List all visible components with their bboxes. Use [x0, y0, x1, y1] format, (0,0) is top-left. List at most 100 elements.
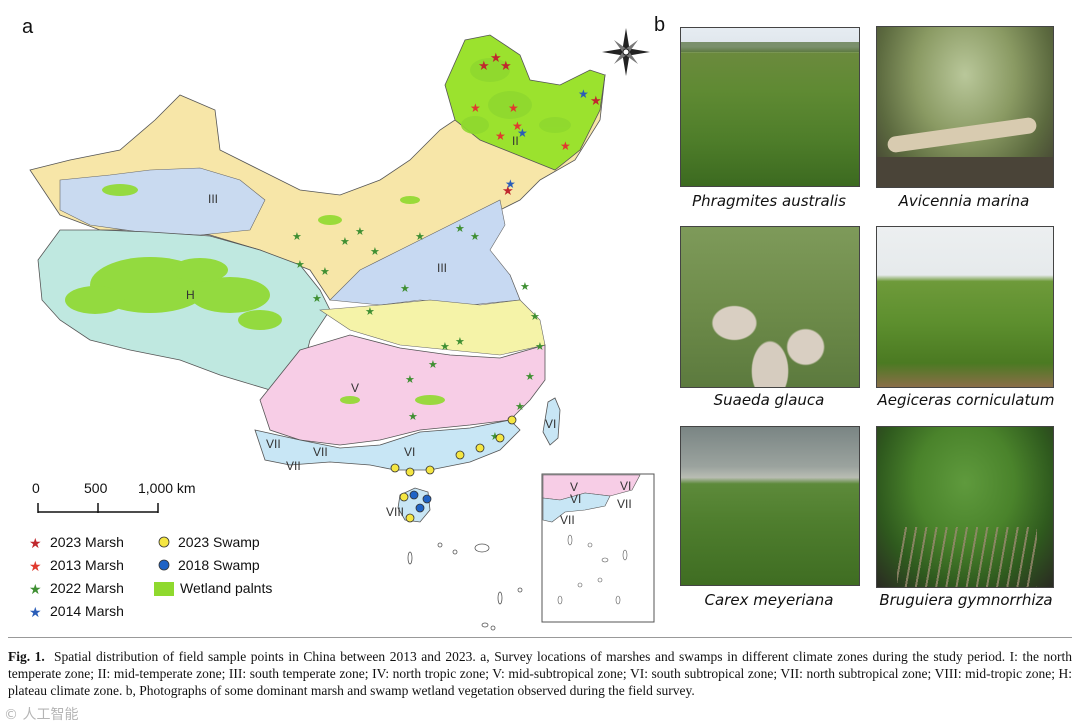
legend-2023-swamp-icon: [158, 536, 170, 548]
marker-2022-marsh: ★: [490, 431, 500, 443]
marker-2022-marsh: ★: [428, 359, 438, 371]
marker-2022-marsh: ★: [408, 411, 418, 423]
photo-aegiceras-corniculatum: [876, 226, 1054, 388]
zone-label-III-east: III: [437, 261, 447, 275]
marker-2022-marsh: ★: [370, 246, 380, 258]
markers-2014-marsh: ★ ★ ★: [505, 87, 589, 191]
figure-caption-text: Spatial distribution of field sample poi…: [8, 649, 1073, 698]
scale-tick-500: 500: [84, 480, 108, 496]
zone-label-VII-b: VII: [313, 445, 328, 459]
marker-2018-swamp: [409, 490, 419, 500]
panel-b-label: b: [654, 14, 666, 36]
marker-2022-marsh: ★: [530, 311, 540, 323]
wetland-speckles: [65, 58, 571, 405]
marker-2013-marsh: ★: [470, 101, 481, 115]
region-taiwan: [542, 397, 561, 446]
map-svg: III II H III V VI VI VII VII VII VIII ★ …: [29, 28, 655, 631]
marker-2022-marsh: ★: [320, 266, 330, 278]
marker-2022-marsh: ★: [405, 374, 415, 386]
caption-phragmites-australis: Phragmites australis: [692, 192, 846, 210]
marker-2022-marsh: ★: [355, 226, 365, 238]
figure-caption-label: Fig. 1.: [8, 649, 45, 664]
marker-2022-marsh: ★: [455, 223, 465, 235]
region-lightyellow: [319, 299, 546, 356]
legend-2013-marsh-label: 2013 Marsh: [50, 557, 124, 573]
marker-2013-marsh: ★: [512, 119, 523, 133]
marker-2014-marsh: ★: [517, 126, 528, 140]
marker-2023-swamp: [495, 433, 505, 443]
marker-2022-marsh: ★: [455, 336, 465, 348]
region-VI-south-subtropical: [254, 419, 521, 471]
legend-wetland-icon: [154, 582, 174, 596]
inset-label-VII-b: VII: [560, 513, 575, 527]
legend-2022-marsh-label: 2022 Marsh: [50, 580, 124, 596]
marker-2023-swamp: [475, 443, 485, 453]
marker-2014-marsh: ★: [578, 87, 589, 101]
zone-label-H: H: [186, 288, 195, 302]
markers-2013-marsh: ★ ★ ★ ★ ★: [470, 101, 571, 153]
caption-avicennia-marina: Avicennia marina: [898, 192, 1030, 210]
legend-2022-marsh-icon: ★: [29, 581, 42, 597]
zone-label-V: V: [351, 381, 359, 395]
figure-caption: Fig. 1. Spatial distribution of field sa…: [8, 648, 1072, 699]
marker-2022-marsh: ★: [292, 231, 302, 243]
inset-label-VI-b: VI: [570, 492, 581, 506]
marker-2014-marsh: ★: [505, 177, 516, 191]
caption-carex-meyeriana: Carex meyeriana: [704, 591, 834, 609]
zone-label-VIII: VIII: [386, 505, 404, 519]
marker-2023-marsh: ★: [590, 93, 602, 108]
marker-2013-marsh: ★: [508, 101, 519, 115]
marker-2023-swamp: [390, 463, 400, 473]
legend-2018-swamp-label: 2018 Swamp: [178, 557, 260, 573]
caption-bruguiera-gymnorrhiza: Bruguiera gymnorrhiza: [879, 591, 1053, 609]
inset-label-V: V: [570, 480, 578, 494]
marker-2022-marsh: ★: [312, 293, 322, 305]
legend-2013-marsh-icon: ★: [29, 558, 42, 574]
marker-2022-marsh: ★: [525, 371, 535, 383]
marker-2023-swamp: [507, 415, 517, 425]
panel-a-label: a: [22, 16, 34, 38]
photo-suaeda-glauca: [680, 226, 860, 388]
marker-2022-marsh: ★: [520, 281, 530, 293]
marker-2018-swamp: [415, 503, 425, 513]
zone-label-VI-taiwan: VI: [545, 417, 556, 431]
zone-label-VII-a: VII: [266, 437, 281, 451]
legend-2023-marsh-icon: ★: [29, 535, 42, 551]
marker-2022-marsh: ★: [415, 231, 425, 243]
zone-label-II: II: [512, 134, 519, 148]
legend-2018-swamp-icon: [158, 559, 170, 571]
scale-tick-1000: 1,000 km: [138, 480, 196, 496]
zone-label-III-west: III: [208, 192, 218, 206]
marker-2022-marsh: ★: [340, 236, 350, 248]
scale-tick-0: 0: [32, 480, 40, 496]
legend-2023-swamp-label: 2023 Swamp: [178, 534, 260, 550]
marker-2023-swamp: [405, 513, 415, 523]
marker-2022-marsh: ★: [515, 401, 525, 413]
legend-2023-marsh-label: 2023 Marsh: [50, 534, 124, 550]
marker-2023-marsh: ★: [502, 183, 514, 198]
markers-2022-marsh: ★ ★ ★ ★ ★ ★ ★ ★ ★ ★ ★ ★ ★ ★ ★ ★ ★ ★ ★ ★ …: [292, 223, 545, 443]
photo-bruguiera-gymnorrhiza: [876, 426, 1054, 588]
south-china-sea-inset: V VI VII VII VI: [541, 473, 655, 623]
inset-label-VI: VI: [620, 479, 631, 493]
marker-2023-swamp: [399, 492, 409, 502]
photo-phragmites-australis: [680, 27, 860, 187]
marker-2013-marsh: ★: [495, 129, 506, 143]
marker-2022-marsh: ★: [400, 283, 410, 295]
zone-label-VI-south: VI: [404, 445, 415, 459]
china-wetland-map: III II H III V VI VI VII VII VII VIII ★ …: [29, 28, 655, 631]
photo-carex-meyeriana: [680, 426, 860, 586]
legend-wetland-label: Wetland palnts: [180, 580, 272, 596]
watermark: © 人工智能: [4, 707, 79, 723]
region-III-west: [59, 167, 266, 236]
marker-2023-swamp: [425, 465, 435, 475]
north-arrow-icon: [602, 28, 650, 76]
markers-2023-marsh: ★ ★ ★ ★ ★: [478, 50, 602, 198]
marker-2022-marsh: ★: [470, 231, 480, 243]
inset-label-VII-a: VII: [617, 497, 632, 511]
caption-suaeda-glauca: Suaeda glauca: [713, 391, 825, 409]
photo-avicennia-marina: [876, 26, 1054, 188]
markers-2023-swamp: [390, 415, 517, 523]
caption-aegiceras-corniculatum: Aegiceras corniculatum: [877, 391, 1055, 409]
zone-label-VII-c: VII: [286, 459, 301, 473]
